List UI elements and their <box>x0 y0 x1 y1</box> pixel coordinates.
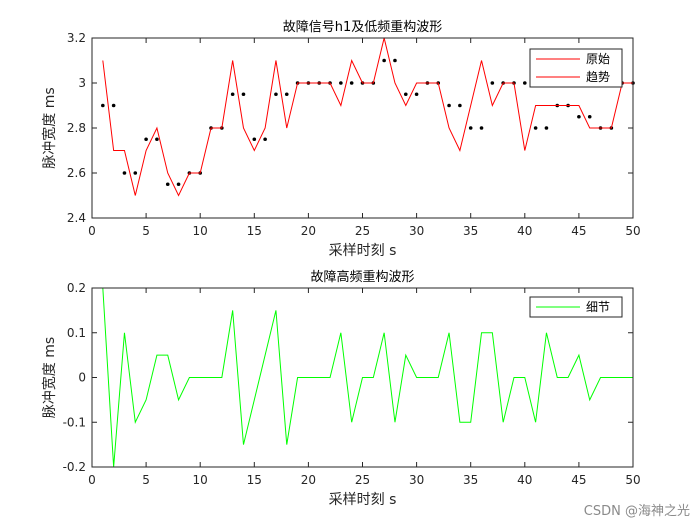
data-point <box>458 103 462 108</box>
x-tick-label: 10 <box>193 473 208 487</box>
data-point <box>587 114 592 119</box>
data-point <box>284 92 289 97</box>
y-tick-label: 0.1 <box>67 326 86 340</box>
x-tick-label: 45 <box>571 224 586 238</box>
x-tick-label: 40 <box>517 224 532 238</box>
legend: 细节 <box>529 296 623 318</box>
data-point <box>165 182 170 187</box>
data-point <box>544 126 549 130</box>
y-tick-label: 2.4 <box>67 211 86 225</box>
y-tick-label: 0 <box>78 371 86 385</box>
chart-title: 故障高频重构波形 <box>310 269 414 285</box>
data-point <box>349 81 354 85</box>
y-tick-label: 2.8 <box>67 121 86 135</box>
data-point <box>252 137 257 142</box>
y-tick-label: 3.2 <box>67 31 86 45</box>
data-point <box>122 171 127 175</box>
data-point <box>155 137 159 142</box>
data-point <box>101 103 105 108</box>
watermark: CSDN @海神之光 <box>583 504 690 519</box>
x-tick-label: 20 <box>301 473 316 487</box>
data-point <box>176 182 181 187</box>
legend-label: 原始 <box>586 52 610 66</box>
series-趋势-line <box>102 37 633 197</box>
x-tick-label: 45 <box>571 473 586 487</box>
y-axis-label: 脉冲宽度 ms <box>41 337 58 418</box>
axes-frame <box>91 287 634 468</box>
x-tick-label: 25 <box>355 224 370 238</box>
x-tick-label: 5 <box>142 473 150 487</box>
data-point <box>393 58 397 63</box>
x-tick-label: 5 <box>142 224 150 238</box>
y-tick-label: -0.1 <box>63 415 86 429</box>
data-point <box>523 81 527 85</box>
data-point <box>274 92 278 97</box>
x-tick-label: 15 <box>247 473 262 487</box>
x-axis-label: 采样时刻 s <box>329 492 397 508</box>
y-tick-label: 2.6 <box>67 166 86 180</box>
chart-2: 0 5 10 15 20 25 30 35 40 45 50 -0.2 -0.1 0 0.1 0.2 故障高频重… <box>41 269 641 508</box>
legend-label: 趋势 <box>586 70 610 84</box>
y-tick-label: 0.2 <box>67 281 86 295</box>
x-tick-label: 35 <box>463 473 478 487</box>
data-point <box>447 103 451 108</box>
x-tick-label: 10 <box>193 224 208 238</box>
x-tick-label: 30 <box>409 473 424 487</box>
x-tick-label: 20 <box>301 224 316 238</box>
x-tick-label: 0 <box>88 224 96 238</box>
x-tick-label: 30 <box>409 224 424 238</box>
data-point <box>468 126 473 130</box>
x-tick-label: 35 <box>463 224 478 238</box>
x-tick-label: 50 <box>625 224 640 238</box>
data-point <box>479 126 484 130</box>
data-point <box>241 92 246 97</box>
data-point <box>403 92 408 97</box>
x-tick-label: 15 <box>247 224 262 238</box>
y-tick-label: -0.2 <box>63 460 86 474</box>
data-point <box>490 81 495 85</box>
data-point <box>144 137 148 142</box>
data-point <box>111 103 116 108</box>
x-tick-label: 50 <box>625 473 640 487</box>
data-point <box>577 114 581 119</box>
x-tick-label: 40 <box>517 473 532 487</box>
legend-label: 细节 <box>586 300 610 314</box>
data-point <box>339 81 343 85</box>
data-point <box>414 92 419 97</box>
x-tick-label: 25 <box>355 473 370 487</box>
x-tick-label: 0 <box>88 473 96 487</box>
data-point <box>133 171 138 175</box>
chart-title: 故障信号h1及低频重构波形 <box>283 19 443 35</box>
y-axis-label: 脉冲宽度 ms <box>41 87 58 168</box>
data-point <box>230 92 235 97</box>
data-point <box>533 126 538 130</box>
series-细节-line <box>102 287 633 468</box>
data-point <box>382 58 386 63</box>
data-point <box>263 137 267 142</box>
axes-frame <box>91 37 634 219</box>
legend-box <box>529 48 623 88</box>
x-axis-label: 采样时刻 s <box>329 243 397 259</box>
y-tick-label: 3 <box>78 76 86 90</box>
chart-1: 0 5 10 15 20 25 30 35 40 45 50 2.4 2.6 2.8 3 3.2 故障信号h1及… <box>41 19 641 259</box>
